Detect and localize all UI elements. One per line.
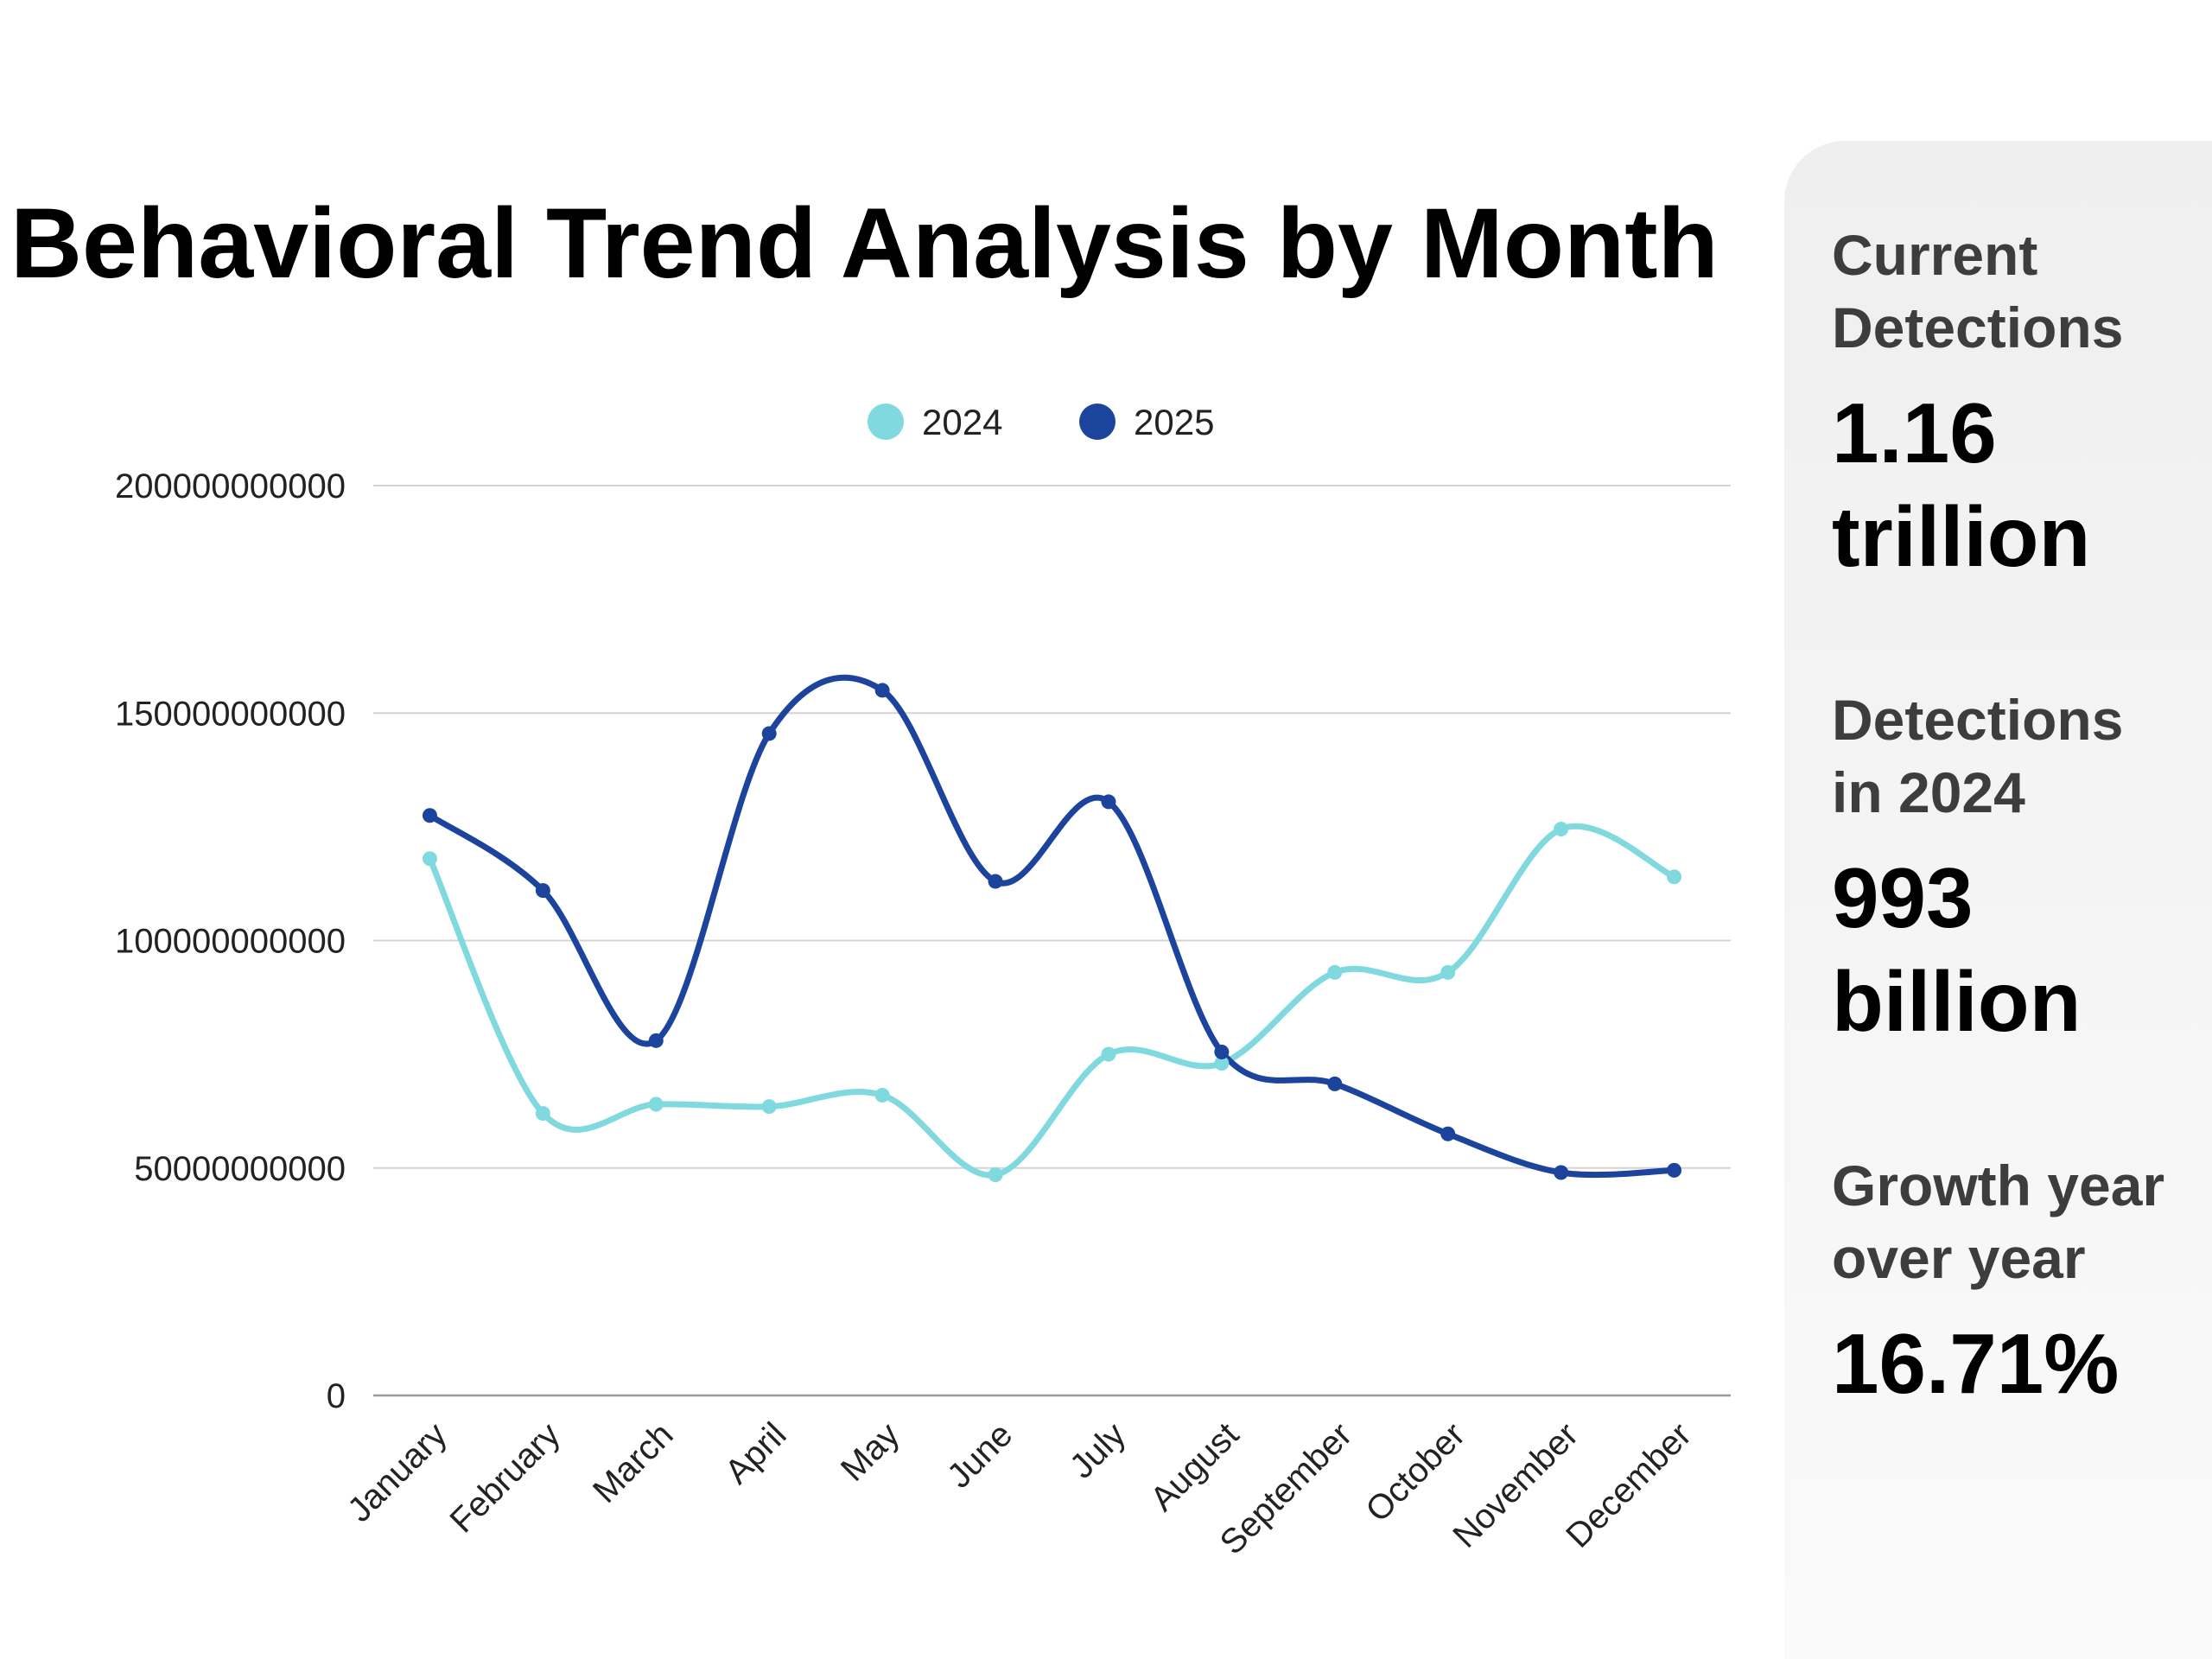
- stat-value: 16.71%: [1832, 1316, 2120, 1411]
- data-point-2024: [1554, 822, 1569, 837]
- data-point-2025: [1101, 794, 1116, 810]
- series-line-2025: [426, 674, 1678, 1179]
- data-point-2025: [1554, 1165, 1569, 1180]
- series-line-2024: [426, 823, 1678, 1179]
- x-tick-label: October: [1358, 1415, 1472, 1529]
- data-point-2024: [422, 851, 437, 867]
- stat-label: Current Detections: [1832, 223, 2124, 359]
- stats-panel: Current Detections 1.16 trillion Detecti…: [1784, 141, 2212, 1659]
- stat-label: Detections in 2024: [1832, 688, 2124, 824]
- data-point-2025: [535, 883, 550, 899]
- x-tick-label: March: [586, 1415, 681, 1510]
- x-tick-label: February: [442, 1415, 567, 1540]
- data-point-2024: [648, 1096, 664, 1112]
- data-point-2024: [1327, 964, 1343, 980]
- series-lines: [426, 674, 1678, 1179]
- data-point-2025: [988, 874, 1003, 889]
- y-tick-label: 0: [327, 1377, 346, 1415]
- data-point-2025: [761, 726, 777, 741]
- stat-detections-2024: Detections in 2024 993 billion: [1832, 683, 2212, 1053]
- chart-title: Behavioral Trend Analysis by Month: [10, 188, 1719, 299]
- legend-label-2024: 2024: [922, 402, 1002, 442]
- stat-value: 1.16 trillion: [1832, 385, 2091, 584]
- data-point-2024: [761, 1099, 777, 1115]
- legend-swatch-2024: [868, 404, 904, 440]
- x-tick-label: January: [340, 1415, 454, 1529]
- legend-label-2025: 2025: [1134, 402, 1214, 442]
- data-point-2024: [1101, 1046, 1116, 1062]
- series-points: [422, 683, 1682, 1183]
- stat-current-detections: Current Detections 1.16 trillion: [1832, 219, 2212, 588]
- x-tick-label: December: [1559, 1415, 1699, 1555]
- x-tick-label: April: [718, 1415, 794, 1491]
- stat-growth-yoy: Growth year over year 16.71%: [1832, 1149, 2212, 1415]
- data-point-2025: [1440, 1126, 1456, 1141]
- data-point-2024: [988, 1167, 1003, 1183]
- data-point-2025: [874, 683, 890, 698]
- y-tick-label: 150000000000: [115, 695, 346, 733]
- y-tick-label: 50000000000: [134, 1150, 346, 1188]
- data-point-2024: [1667, 869, 1682, 885]
- x-tick-label: July: [1063, 1415, 1133, 1485]
- y-axis-ticks: 0 50000000000 100000000000 150000000000 2000…: [115, 467, 346, 1415]
- data-point-2024: [874, 1088, 890, 1103]
- data-point-2024: [1440, 964, 1456, 980]
- data-point-2025: [1667, 1162, 1682, 1178]
- data-point-2025: [422, 808, 437, 823]
- y-tick-label: 100000000000: [115, 923, 346, 961]
- legend-swatch-2025: [1079, 404, 1116, 440]
- data-point-2025: [648, 1033, 664, 1048]
- data-point-2024: [1214, 1056, 1230, 1071]
- gridlines: [373, 485, 1731, 1397]
- data-point-2025: [1214, 1044, 1230, 1059]
- data-point-2025: [1327, 1076, 1343, 1091]
- stat-label: Growth year over year: [1832, 1154, 2165, 1290]
- x-tick-label: May: [834, 1415, 907, 1489]
- x-tick-label: June: [940, 1415, 1020, 1495]
- data-point-2024: [535, 1106, 550, 1122]
- line-chart: 2024 2025 0 50000000000 100000000000 1500000…: [0, 372, 1763, 1599]
- chart-svg: 2024 2025 0 50000000000 100000000000 1500000…: [115, 402, 1731, 1562]
- stat-value: 993 billion: [1832, 850, 2082, 1049]
- y-tick-label: 200000000000: [115, 467, 346, 505]
- chart-legend: 2024 2025: [868, 402, 1214, 442]
- x-tick-label: August: [1143, 1415, 1246, 1518]
